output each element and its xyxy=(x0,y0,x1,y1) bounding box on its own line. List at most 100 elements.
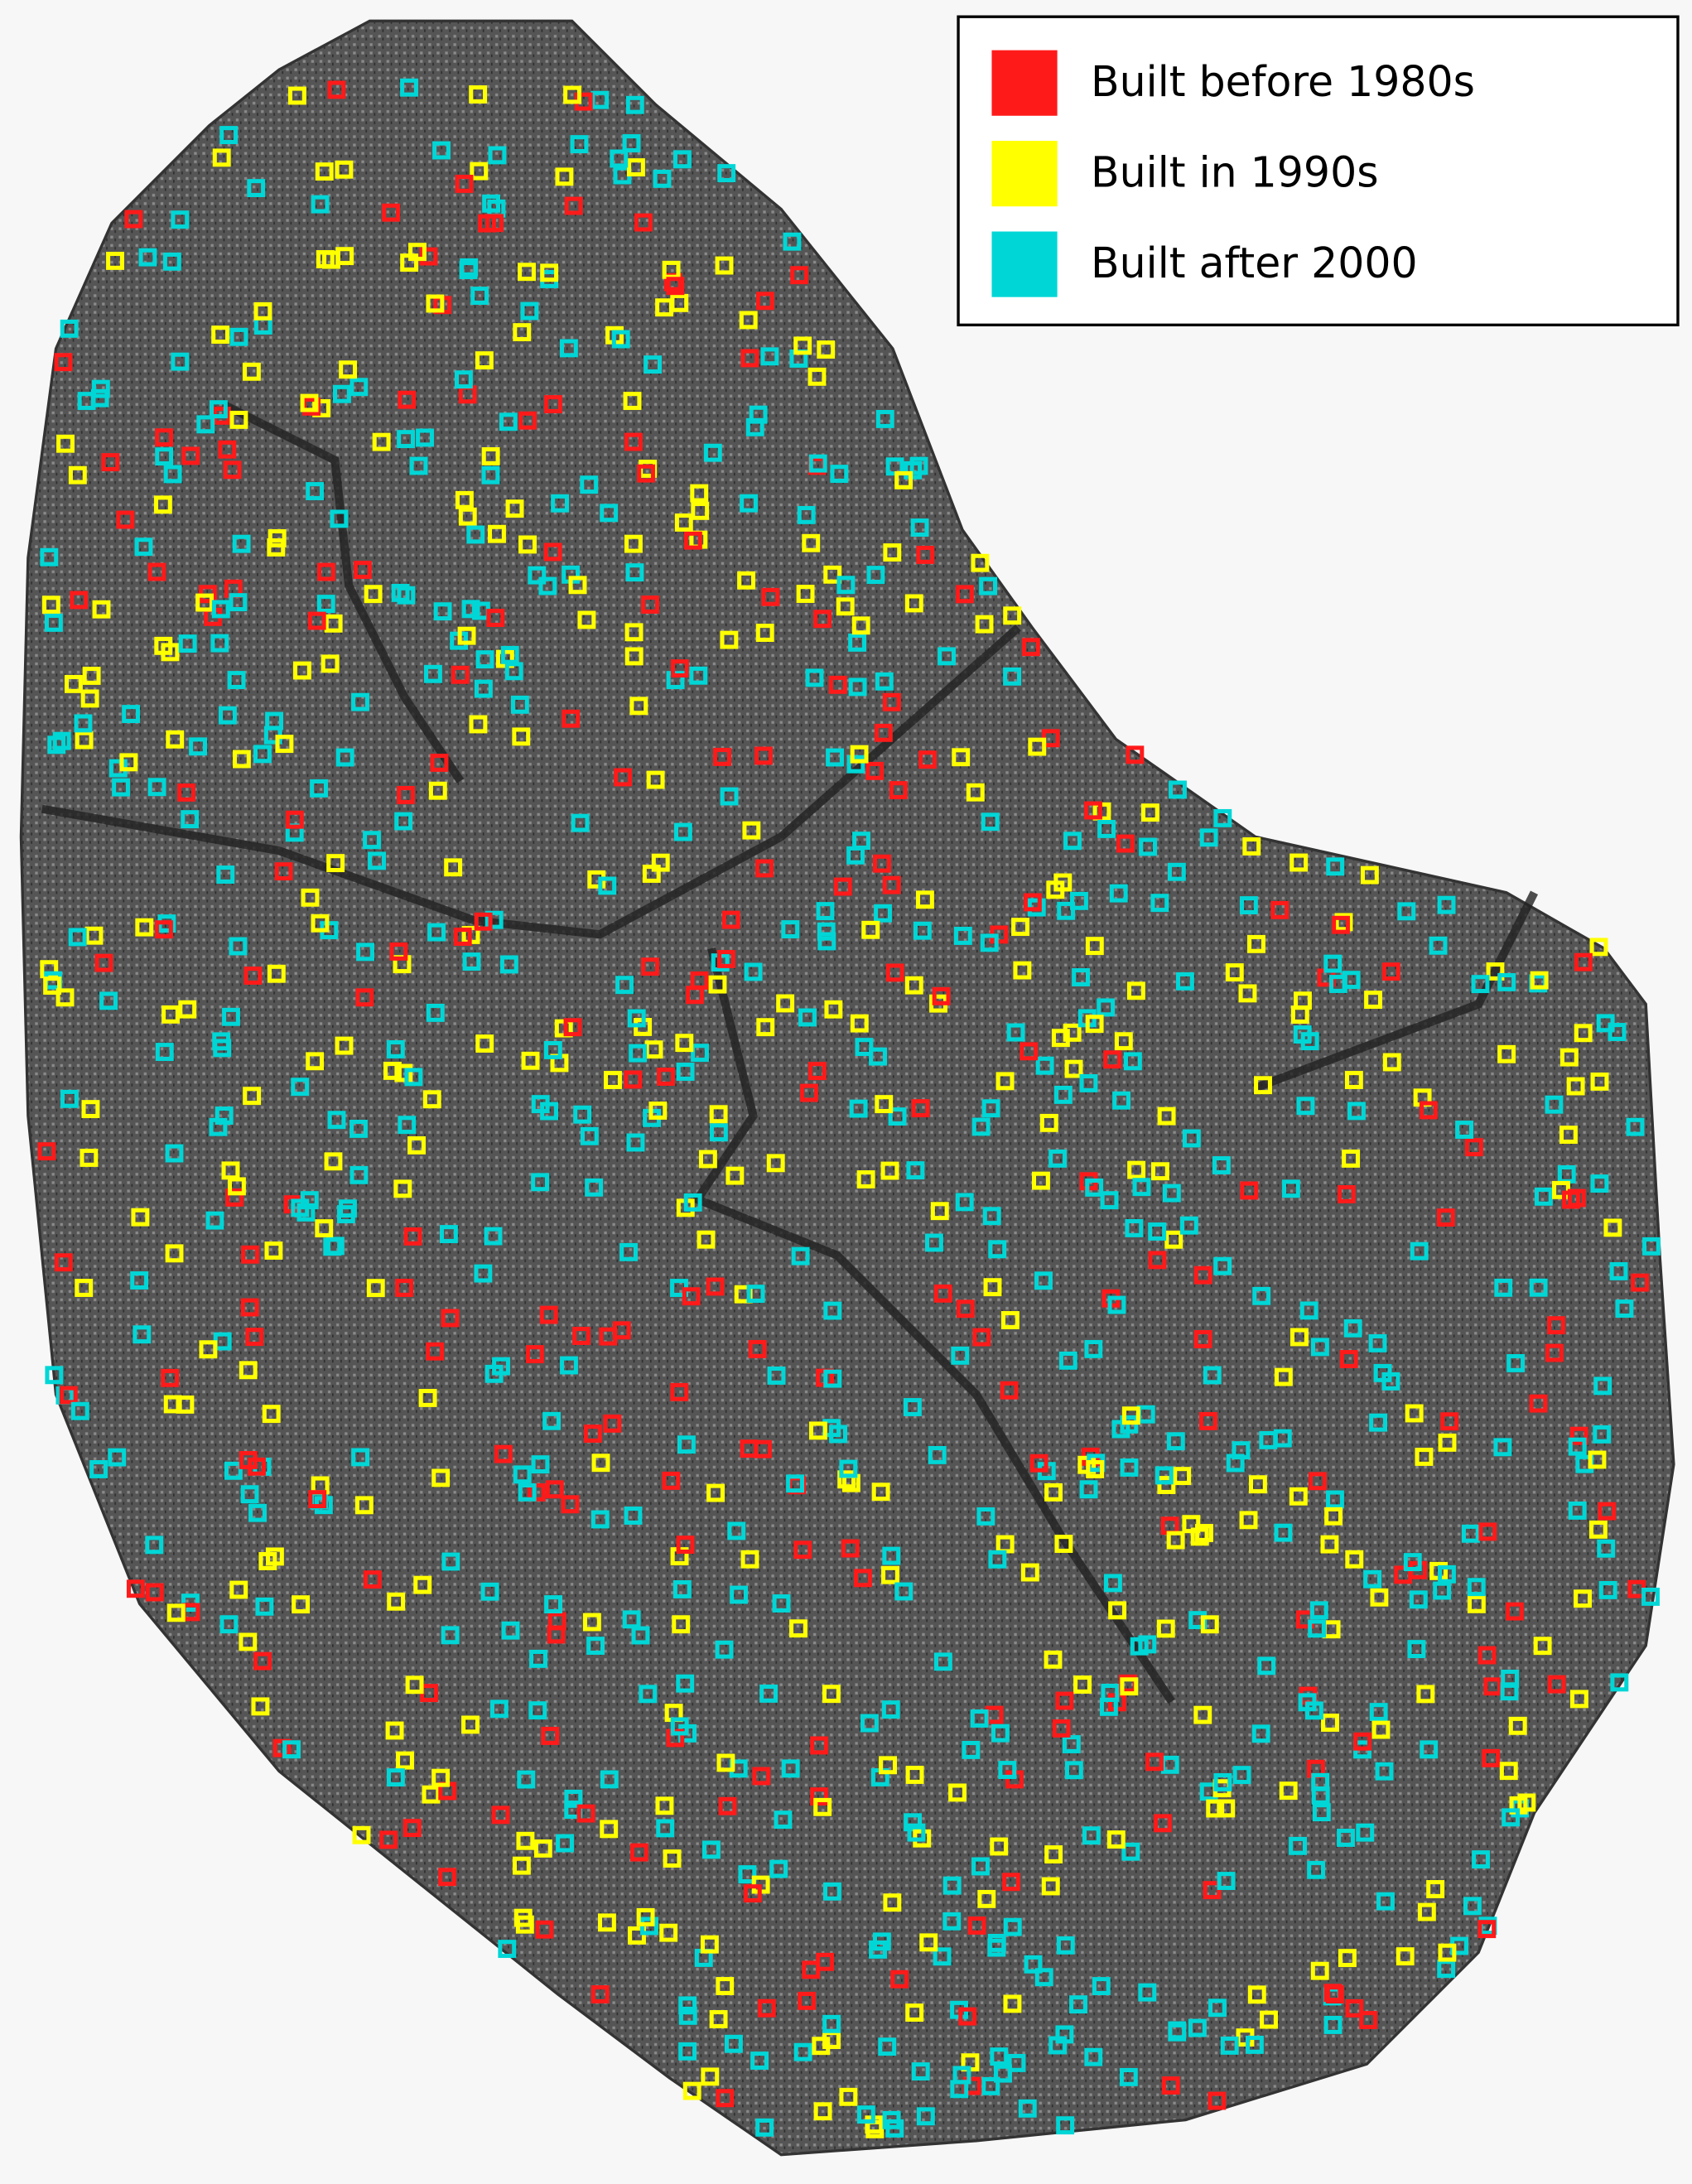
building-marker xyxy=(1588,1520,1608,1539)
building-marker xyxy=(962,1741,981,1759)
building-marker xyxy=(484,1227,503,1246)
building-marker xyxy=(1505,1602,1524,1621)
building-marker xyxy=(757,1998,776,2018)
building-marker xyxy=(316,250,335,268)
building-marker xyxy=(372,432,391,451)
building-marker xyxy=(1568,1501,1587,1520)
building-marker xyxy=(145,1583,164,1602)
building-marker xyxy=(1062,1735,1081,1753)
building-marker xyxy=(461,600,480,619)
building-marker xyxy=(1415,1448,1434,1466)
building-marker xyxy=(1140,803,1159,822)
building-marker xyxy=(990,2047,1009,2066)
building-marker xyxy=(528,566,547,585)
building-marker xyxy=(1150,1162,1169,1181)
building-marker xyxy=(942,1876,962,1895)
building-marker xyxy=(1238,984,1257,1003)
building-marker xyxy=(653,169,672,188)
building-marker xyxy=(748,1339,767,1358)
building-marker xyxy=(634,213,653,232)
building-marker xyxy=(155,447,174,466)
building-marker xyxy=(1125,1218,1144,1237)
building-marker xyxy=(386,1768,405,1787)
building-marker xyxy=(1323,954,1343,973)
building-marker xyxy=(255,1597,274,1616)
building-marker xyxy=(1438,1943,1457,1962)
building-marker xyxy=(1534,1187,1553,1206)
building-marker xyxy=(241,1245,259,1264)
building-marker xyxy=(155,1043,174,1062)
building-marker xyxy=(431,1468,451,1487)
building-marker xyxy=(1593,1376,1612,1396)
building-marker xyxy=(70,1401,89,1420)
building-marker xyxy=(813,2102,832,2121)
building-marker xyxy=(1035,1056,1054,1075)
building-marker xyxy=(738,1865,757,1884)
building-marker xyxy=(1590,1174,1609,1193)
building-marker xyxy=(232,534,251,553)
building-marker xyxy=(1356,1823,1375,1842)
building-marker xyxy=(363,831,381,850)
building-marker xyxy=(327,80,346,99)
building-marker xyxy=(126,1579,145,1598)
building-marker xyxy=(691,1044,709,1063)
building-marker xyxy=(512,1856,531,1875)
building-marker xyxy=(1566,1077,1585,1096)
building-marker xyxy=(1483,1677,1502,1696)
building-marker xyxy=(1254,1076,1272,1095)
building-marker xyxy=(161,1368,180,1387)
building-marker xyxy=(1467,1578,1486,1597)
building-marker xyxy=(64,674,83,693)
building-marker xyxy=(209,400,228,419)
building-marker xyxy=(709,1105,728,1124)
building-marker xyxy=(676,1536,695,1555)
building-marker xyxy=(971,1857,990,1876)
building-marker xyxy=(1079,1073,1098,1092)
building-marker xyxy=(520,301,539,321)
building-marker xyxy=(979,576,998,595)
building-marker xyxy=(525,1345,544,1364)
building-marker xyxy=(1360,865,1379,885)
building-marker xyxy=(1436,1208,1455,1227)
building-marker xyxy=(1608,1023,1627,1041)
building-marker xyxy=(1119,2067,1138,2086)
building-marker xyxy=(171,210,190,229)
building-marker xyxy=(484,910,504,929)
building-marker xyxy=(431,1768,451,1787)
building-marker xyxy=(1337,1184,1356,1203)
building-marker xyxy=(1063,832,1082,851)
building-marker xyxy=(108,1448,127,1467)
building-marker xyxy=(1150,894,1169,913)
building-marker xyxy=(40,960,59,979)
building-marker xyxy=(662,260,681,279)
building-marker xyxy=(441,1552,460,1571)
building-marker xyxy=(670,659,689,678)
building-marker xyxy=(683,1193,702,1212)
building-marker xyxy=(830,465,849,484)
building-marker xyxy=(1342,1149,1361,1168)
building-marker xyxy=(1296,1097,1315,1116)
building-marker xyxy=(1588,1450,1607,1469)
building-marker xyxy=(846,755,865,774)
building-marker xyxy=(68,928,87,947)
building-marker xyxy=(460,258,479,277)
building-marker xyxy=(422,1785,441,1804)
building-marker xyxy=(1529,1278,1548,1297)
building-marker xyxy=(176,1395,195,1414)
building-marker xyxy=(229,327,248,346)
building-marker xyxy=(597,1913,616,1932)
building-marker xyxy=(352,1825,371,1844)
building-marker xyxy=(500,645,519,664)
building-marker xyxy=(1020,1042,1039,1061)
building-marker xyxy=(1200,1615,1219,1634)
building-marker xyxy=(316,562,335,581)
building-marker xyxy=(1056,1936,1075,1955)
building-marker xyxy=(229,1580,248,1599)
building-marker xyxy=(1220,2036,1239,2055)
building-marker xyxy=(382,203,401,222)
building-marker xyxy=(911,2062,930,2081)
building-marker xyxy=(1345,1550,1364,1569)
building-marker xyxy=(972,1328,991,1347)
building-marker xyxy=(1517,1793,1536,1812)
building-marker xyxy=(1615,1299,1634,1319)
